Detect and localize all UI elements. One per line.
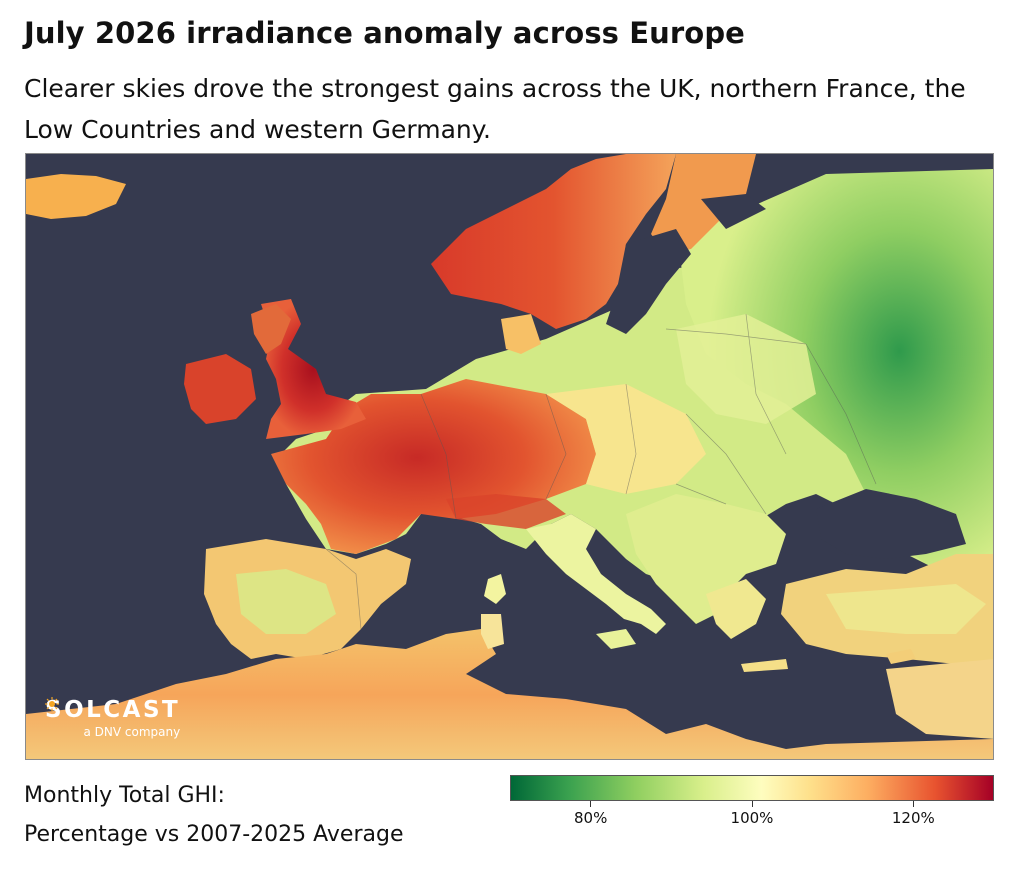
black-sea <box>816 489 966 559</box>
finland <box>651 154 756 254</box>
colorbar-tick-label: 100% <box>730 809 774 827</box>
greece <box>706 579 766 639</box>
map-graphic <box>26 154 993 759</box>
europe-map: SOLCAST a DNV company <box>25 153 994 760</box>
colorbar-tick-label: 80% <box>573 809 608 827</box>
north-africa <box>26 629 993 759</box>
page-title: July 2026 irradiance anomaly across Euro… <box>24 16 745 50</box>
colorbar-tick-label: 120% <box>891 809 935 827</box>
eastern-europe-green <box>676 169 993 574</box>
solcast-logo: SOLCAST a DNV company <box>45 697 180 739</box>
scandinavia <box>431 154 676 329</box>
sun-icon <box>45 697 59 711</box>
page-subtitle: Clearer skies drove the strongest gains … <box>24 74 966 144</box>
legend-label-line2: Percentage vs 2007-2025 Average <box>24 822 404 847</box>
logo-tagline: a DNV company <box>83 725 181 739</box>
country-borders <box>325 313 877 630</box>
colorbar-tick <box>751 801 753 807</box>
legend-label-line1: Monthly Total GHI: <box>24 783 225 808</box>
colorbar-tick <box>590 801 592 807</box>
iceland <box>26 174 126 219</box>
logo-wordmark: SOLCAST <box>45 697 181 723</box>
italy <box>526 514 666 634</box>
great-britain <box>261 299 366 439</box>
ireland <box>184 354 256 424</box>
colorbar-tick <box>912 801 914 807</box>
colorbar <box>510 775 994 801</box>
balkans <box>626 494 786 624</box>
